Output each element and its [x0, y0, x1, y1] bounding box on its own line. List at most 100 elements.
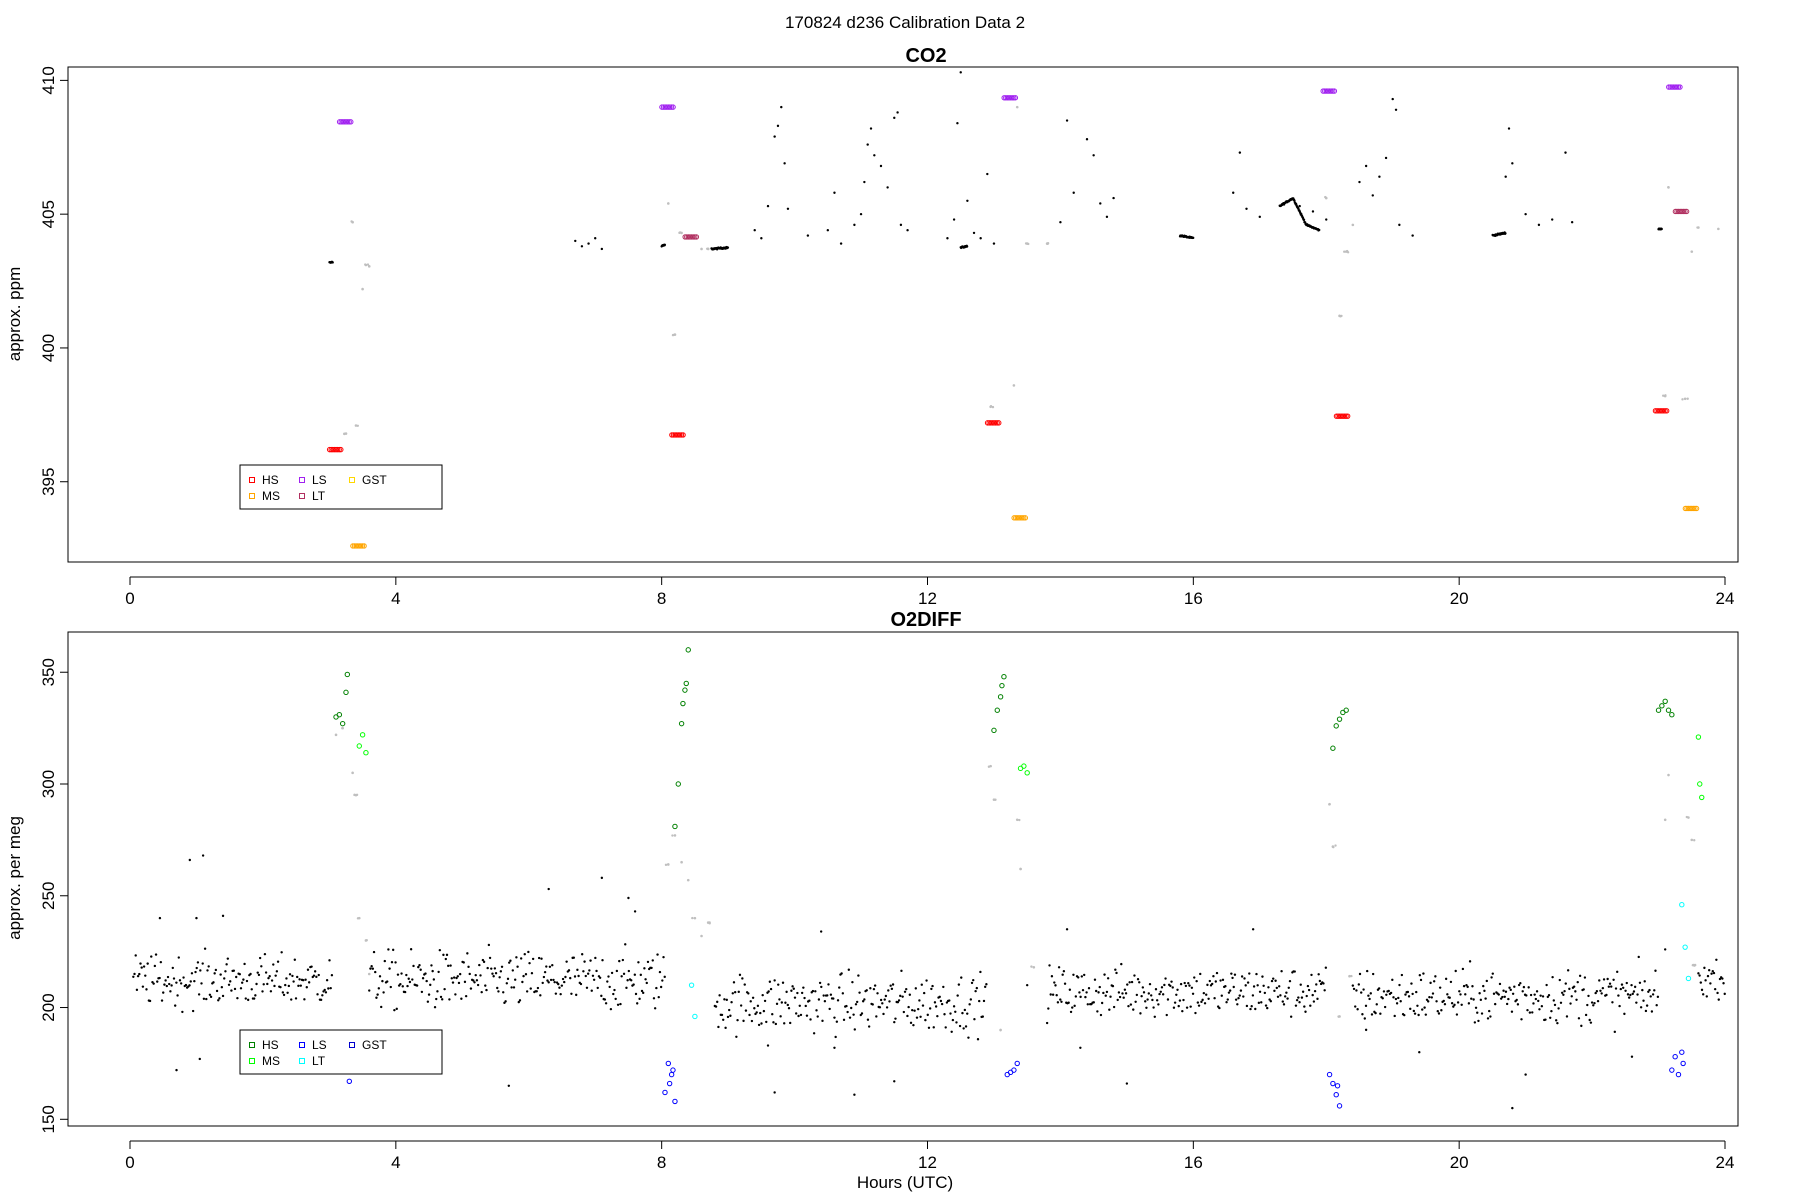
- o2diff-ambient-point: [170, 984, 173, 987]
- o2diff-ambient-point: [1633, 985, 1637, 989]
- o2diff-ambient-point: [1389, 991, 1393, 995]
- o2diff-ambient-point: [835, 1020, 839, 1023]
- o2diff-ambient-point: [196, 961, 200, 964]
- o2diff-cal-point-hs: [1336, 716, 1343, 722]
- o2diff-ambient-point: [319, 998, 323, 1002]
- o2diff-ambient-point: [1364, 1028, 1368, 1032]
- o2diff-ambient-point: [1540, 1005, 1544, 1008]
- co2-ambient-point: [879, 164, 883, 168]
- o2diff-ambient-point: [914, 987, 918, 990]
- o2diff-ambient-point: [1045, 1021, 1049, 1025]
- o2diff-ambient-point: [405, 973, 408, 977]
- o2diff-ambient-point: [1092, 1001, 1095, 1004]
- o2diff-ambient-point: [1208, 979, 1212, 983]
- o2diff-ambient-point: [1218, 1006, 1221, 1010]
- o2diff-ambient-point: [1206, 983, 1209, 987]
- o2diff-ambient-point: [726, 1015, 730, 1019]
- o2diff-ambient-point: [775, 1002, 779, 1006]
- o2diff-ambient-point: [1621, 986, 1625, 989]
- o2diff-ambient-point: [1607, 985, 1611, 988]
- o2diff-flush-point: [686, 878, 690, 882]
- co2-cal-point-hs: [1662, 408, 1668, 414]
- o2diff-ambient-point: [267, 976, 270, 980]
- o2diff-ambient-point: [1654, 969, 1657, 972]
- o2diff-ambient-point: [590, 989, 593, 992]
- o2diff-ambient-point: [785, 990, 788, 994]
- o2diff-ambient-point: [1261, 975, 1264, 978]
- o2diff-ambient-point: [1114, 968, 1117, 971]
- o2diff-ambient-point: [439, 995, 443, 999]
- o2diff-ambient-point: [1503, 995, 1506, 998]
- o2diff-ambient-point: [1232, 985, 1235, 989]
- co2-ambient-point: [1245, 207, 1248, 211]
- o2diff-ambient-point: [858, 991, 861, 994]
- o2diff-ambient-point: [232, 969, 236, 972]
- o2diff-ambient-point: [236, 996, 239, 1000]
- o2diff-ambient-point: [939, 999, 943, 1003]
- co2-cal-point-lt: [1683, 208, 1690, 215]
- o2diff-ambient-point: [1723, 992, 1726, 996]
- o2diff-ambient-point: [1183, 981, 1186, 985]
- o2diff-ambient-point: [1641, 988, 1644, 992]
- o2diff-ambient-point: [426, 1000, 430, 1003]
- o2diff-ambient-point: [1248, 972, 1251, 975]
- o2diff-ambient-point: [298, 978, 301, 981]
- o2diff-legend-label-lt: LT: [312, 1054, 326, 1068]
- o2diff-ambient-point: [769, 987, 773, 991]
- o2diff-legend-swatch-gst: [349, 1042, 355, 1048]
- co2-ambient-point: [1411, 234, 1414, 237]
- o2diff-ambient-point: [598, 976, 602, 979]
- o2diff-ambient-point: [557, 982, 560, 986]
- o2diff-ambient-point: [1535, 990, 1539, 993]
- o2diff-ambient-point: [429, 983, 432, 987]
- o2diff-ambient-point: [552, 978, 555, 982]
- o2diff-legend-swatch-lt: [299, 1058, 305, 1064]
- co2-x-tick-label: 24: [1716, 589, 1735, 608]
- o2diff-legend-label-hs: HS: [262, 1038, 279, 1052]
- o2diff-ambient-point: [1194, 1011, 1197, 1015]
- o2diff-ambient-point: [444, 957, 448, 961]
- o2diff-ambient-point: [1061, 973, 1064, 976]
- o2diff-cal-point-hs: [344, 671, 351, 678]
- o2diff-ambient-point: [850, 1006, 853, 1010]
- o2diff-ambient-point: [1132, 1008, 1135, 1011]
- o2diff-x-tick-label: 24: [1716, 1153, 1735, 1172]
- co2-cal-point-ms: [1693, 505, 1700, 512]
- o2diff-ambient-point: [1138, 981, 1141, 984]
- o2diff-ambient-point: [1612, 978, 1615, 981]
- o2diff-ambient-point: [1364, 1004, 1368, 1008]
- o2diff-ambient-point: [1163, 983, 1166, 987]
- o2diff-ambient-point: [201, 854, 205, 857]
- o2diff-ambient-point: [955, 1021, 958, 1024]
- o2diff-ambient-point: [797, 1014, 800, 1018]
- co2-ambient-point: [760, 237, 763, 240]
- o2diff-ambient-point: [1246, 981, 1250, 984]
- o2diff-ambient-point: [1722, 982, 1725, 985]
- o2diff-ambient-point: [869, 987, 872, 990]
- o2diff-ambient-point: [1315, 983, 1318, 986]
- o2diff-ambient-point: [272, 963, 275, 966]
- o2diff-ambient-point: [796, 991, 799, 995]
- o2diff-ambient-point: [254, 994, 257, 997]
- co2-legend-box: [239, 464, 443, 510]
- o2diff-ambient-point: [967, 1036, 970, 1039]
- o2diff-ambient-point: [1711, 969, 1714, 973]
- o2diff-ambient-point: [973, 1017, 976, 1021]
- o2diff-flush-point: [365, 939, 368, 942]
- o2diff-x-axis-label: Hours (UTC): [857, 1173, 953, 1192]
- o2diff-ambient-point: [926, 1013, 929, 1017]
- o2diff-cal-point-lt: [688, 982, 695, 988]
- o2diff-ambient-point: [1051, 993, 1055, 996]
- co2-ambient-point: [952, 218, 956, 221]
- o2diff-ambient-point: [627, 896, 630, 900]
- o2diff-ambient-point: [1158, 992, 1161, 996]
- o2diff-ambient-point: [1351, 984, 1355, 987]
- co2-ambient-point: [896, 111, 899, 114]
- o2diff-ambient-point: [1094, 989, 1098, 993]
- o2diff-flush-point: [1693, 839, 1696, 842]
- co2-cal-point-hs: [677, 432, 683, 438]
- o2diff-ambient-point: [1175, 993, 1178, 997]
- o2diff-ambient-point: [153, 964, 157, 968]
- o2diff-ambient-point: [171, 966, 174, 970]
- o2diff-ambient-point: [1358, 972, 1362, 976]
